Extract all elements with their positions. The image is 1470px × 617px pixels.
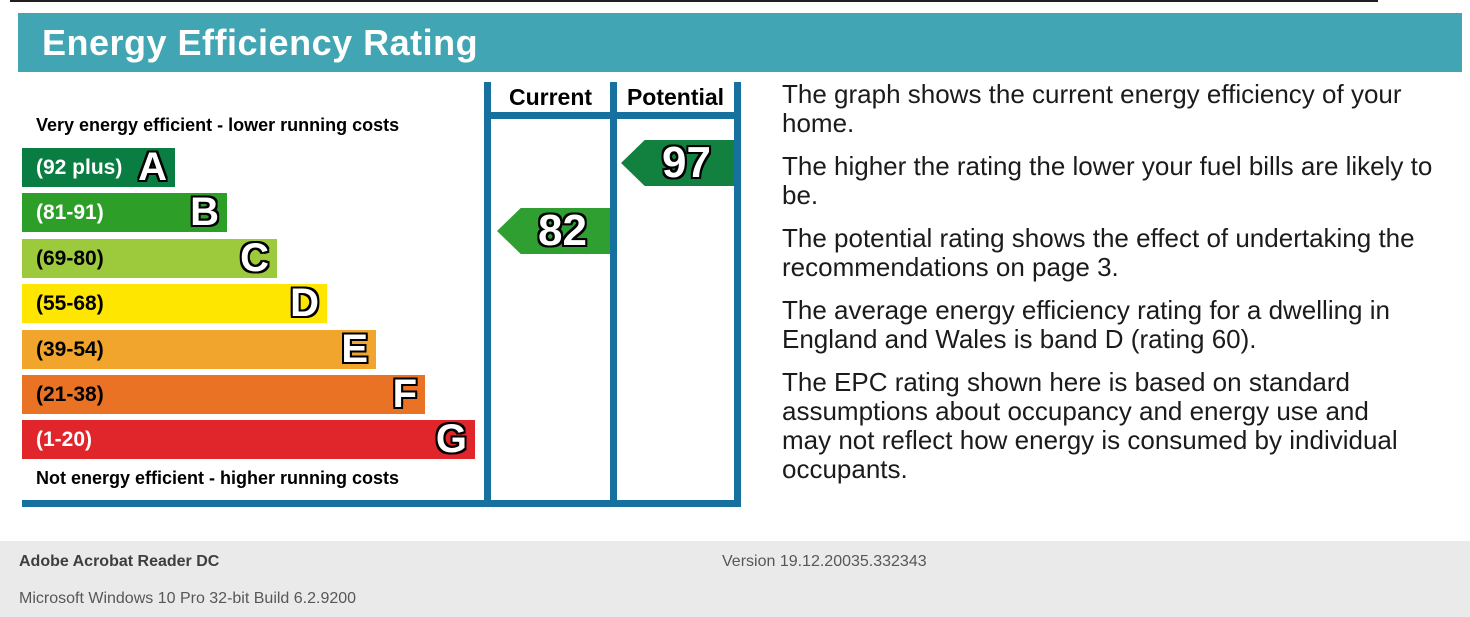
current-rating-value: 82 [538, 206, 587, 255]
band-f-letter: F [392, 372, 417, 416]
chart-bottom-label: Not energy efficient - higher running co… [36, 468, 400, 488]
column-header-potential: Potential [626, 84, 725, 110]
header-banner: Energy Efficiency Rating [18, 13, 1462, 72]
band-c: (69-80) C [22, 236, 277, 280]
description-paragraph-5: The EPC rating shown here is based on st… [782, 367, 1398, 484]
chart-divider-right [734, 82, 741, 507]
band-e-range: (39-54) [36, 337, 104, 361]
description-paragraph-2: The higher the rating the lower your fue… [782, 151, 1433, 210]
chart-header-underline [484, 112, 741, 119]
column-header-current: Current [508, 84, 593, 110]
band-a-letter: A [138, 145, 167, 189]
potential-rating-value: 97 [662, 138, 711, 187]
band-g: (1-20) G [22, 417, 475, 461]
band-b-letter: B [190, 190, 219, 234]
band-f: (21-38) F [22, 372, 425, 416]
description-text: The graph shows the current energy effic… [782, 80, 1470, 498]
description-paragraph-1: The graph shows the current energy effic… [782, 79, 1402, 138]
chart-divider-middle [610, 82, 617, 507]
current-rating-arrow: 82 [497, 208, 610, 254]
band-d: (55-68) D [22, 281, 327, 325]
chart-bottom-border [22, 500, 741, 507]
potential-rating-arrow: 97 [621, 140, 734, 186]
footer-bar: Adobe Acrobat Reader DC Version 19.12.20… [0, 541, 1470, 617]
top-border-line [10, 0, 1378, 2]
band-e: (39-54) E [22, 327, 376, 371]
band-d-range: (55-68) [36, 291, 104, 315]
band-d-letter: D [290, 281, 319, 325]
chart-top-label: Very energy efficient - lower running co… [36, 115, 400, 135]
band-b-range: (81-91) [36, 200, 104, 224]
footer-version: Version 19.12.20035.332343 [722, 553, 927, 570]
chart-divider-left [484, 82, 491, 507]
band-c-letter: C [240, 236, 269, 280]
band-f-range: (21-38) [36, 382, 104, 406]
band-b: (81-91) B [22, 190, 227, 234]
description-paragraph-3: The potential rating shows the effect of… [782, 223, 1415, 282]
footer-app-name: Adobe Acrobat Reader DC [19, 553, 220, 570]
band-a-range: (92 plus) [36, 155, 123, 179]
footer-os-info: Microsoft Windows 10 Pro 32-bit Build 6.… [19, 590, 357, 607]
band-e-letter: E [341, 327, 368, 371]
band-g-range: (1-20) [36, 427, 93, 451]
page-title: Energy Efficiency Rating [42, 21, 479, 63]
band-c-range: (69-80) [36, 246, 104, 270]
band-g-letter: G [435, 417, 467, 461]
description-paragraph-4: The average energy efficiency rating for… [782, 295, 1390, 354]
band-a: (92 plus) A [22, 145, 175, 189]
